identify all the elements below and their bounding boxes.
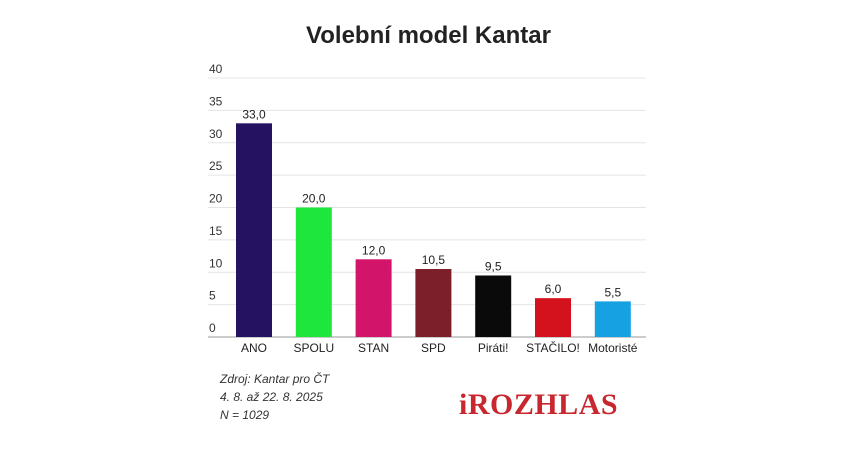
x-tick-label: STAN <box>358 341 389 355</box>
y-tick-label: 15 <box>209 224 223 238</box>
bar <box>236 123 272 337</box>
x-tick-label: STAČILO! <box>526 340 580 355</box>
y-tick-label: 40 <box>209 62 223 76</box>
bar <box>594 301 631 337</box>
x-tick-label: ANO <box>241 341 267 355</box>
x-tick-label: SPOLU <box>293 341 334 355</box>
irozhlas-logo: iROZHLAS <box>459 388 619 421</box>
data-label: 10,5 <box>422 253 446 267</box>
bar <box>475 275 512 337</box>
y-tick-label: 5 <box>209 289 216 303</box>
y-tick-label: 25 <box>209 159 223 173</box>
bars <box>236 123 631 337</box>
sample-size: N = 1029 <box>220 408 270 422</box>
source-line: Zdroj: Kantar pro ČT <box>220 372 330 386</box>
y-tick-label: 0 <box>209 321 216 335</box>
data-label: 33,0 <box>242 107 266 121</box>
bar <box>295 207 332 337</box>
bar <box>355 259 392 337</box>
category-labels: ANO SPOLU STAN SPD Piráti! STAČILO! Motoristé <box>241 340 638 355</box>
value-labels: 33,0 20,0 12,0 10,5 9,5 6,0 5,5 <box>242 107 621 299</box>
data-label: 5,5 <box>604 285 621 299</box>
x-tick-label: SPD <box>421 341 446 355</box>
source-note: Zdroj: Kantar pro ČT 4. 8. až 22. 8. 202… <box>220 370 329 424</box>
y-tick-label: 30 <box>209 127 223 141</box>
y-axis-ticks: 0 5 10 15 20 25 30 35 40 <box>209 62 223 335</box>
chart-title: Volební model Kantar <box>306 22 551 49</box>
bar <box>535 298 571 337</box>
data-label: 12,0 <box>362 243 386 257</box>
data-label: 9,5 <box>485 259 502 273</box>
data-label: 6,0 <box>545 282 562 296</box>
y-tick-label: 35 <box>209 94 223 108</box>
x-tick-label: Piráti! <box>478 341 509 355</box>
y-tick-label: 20 <box>209 192 223 206</box>
y-tick-label: 10 <box>209 256 223 270</box>
date-range: 4. 8. až 22. 8. 2025 <box>220 390 323 404</box>
x-tick-label: Motoristé <box>588 341 638 355</box>
bar <box>415 269 452 337</box>
data-label: 20,0 <box>302 192 326 206</box>
